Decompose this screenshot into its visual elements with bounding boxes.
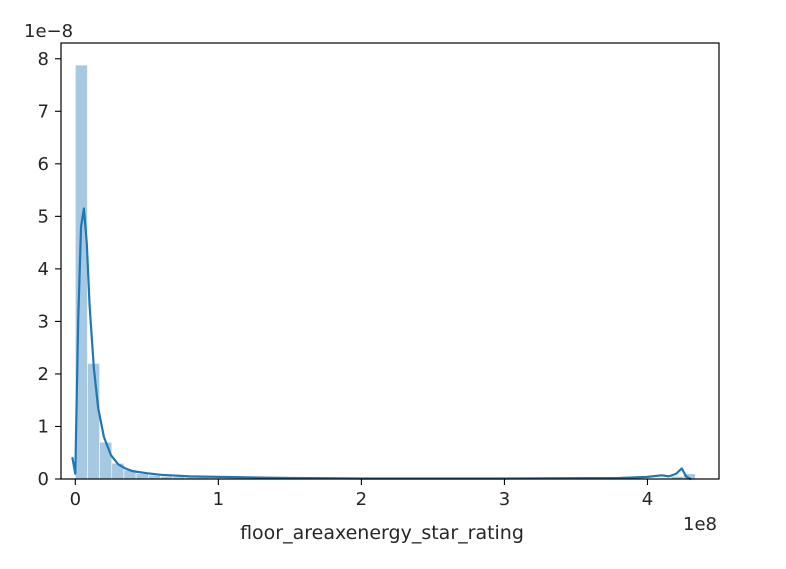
x-tick-label: 1 [213, 489, 224, 510]
y-tick-label: 0 [38, 469, 49, 490]
x-tick-label: 0 [70, 489, 81, 510]
y-tick-label: 4 [38, 259, 49, 280]
x-tick-label: 2 [356, 489, 367, 510]
bars-layer [75, 64, 696, 480]
histogram-bar [135, 473, 149, 480]
y-tick-label: 6 [38, 154, 49, 175]
histogram-bar [99, 441, 113, 480]
y-tick-label: 1 [38, 416, 49, 437]
y-tick-label: 3 [38, 311, 49, 332]
y-axis-ticks: 0 1 2 3 4 5 6 7 8 [38, 49, 61, 490]
kde-line [71, 207, 692, 481]
x-axis-ticks: 0 1 2 3 4 [70, 479, 653, 510]
y-tick-label: 8 [38, 49, 49, 70]
y-tick-label: 2 [38, 364, 49, 385]
y-tick-label: 7 [38, 101, 49, 122]
histogram-bar [87, 363, 100, 480]
y-axis-offset-text: 1e−8 [24, 21, 73, 42]
x-axis-offset-text: 1e8 [683, 514, 717, 535]
y-tick-label: 5 [38, 206, 49, 227]
plot-frame [60, 42, 720, 480]
x-axis-label: floor_areaxenergy_star_rating [240, 522, 524, 544]
kde-layer [71, 207, 692, 481]
x-tick-label: 3 [499, 489, 510, 510]
x-tick-label: 4 [642, 489, 653, 510]
